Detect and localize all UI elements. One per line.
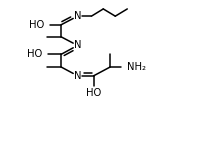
Text: NH₂: NH₂ <box>127 62 146 72</box>
Text: HO: HO <box>27 49 42 59</box>
Text: N: N <box>74 71 81 81</box>
Text: N: N <box>74 41 81 50</box>
Text: HO: HO <box>29 20 45 30</box>
Text: HO: HO <box>86 88 101 98</box>
Text: N: N <box>74 11 81 21</box>
